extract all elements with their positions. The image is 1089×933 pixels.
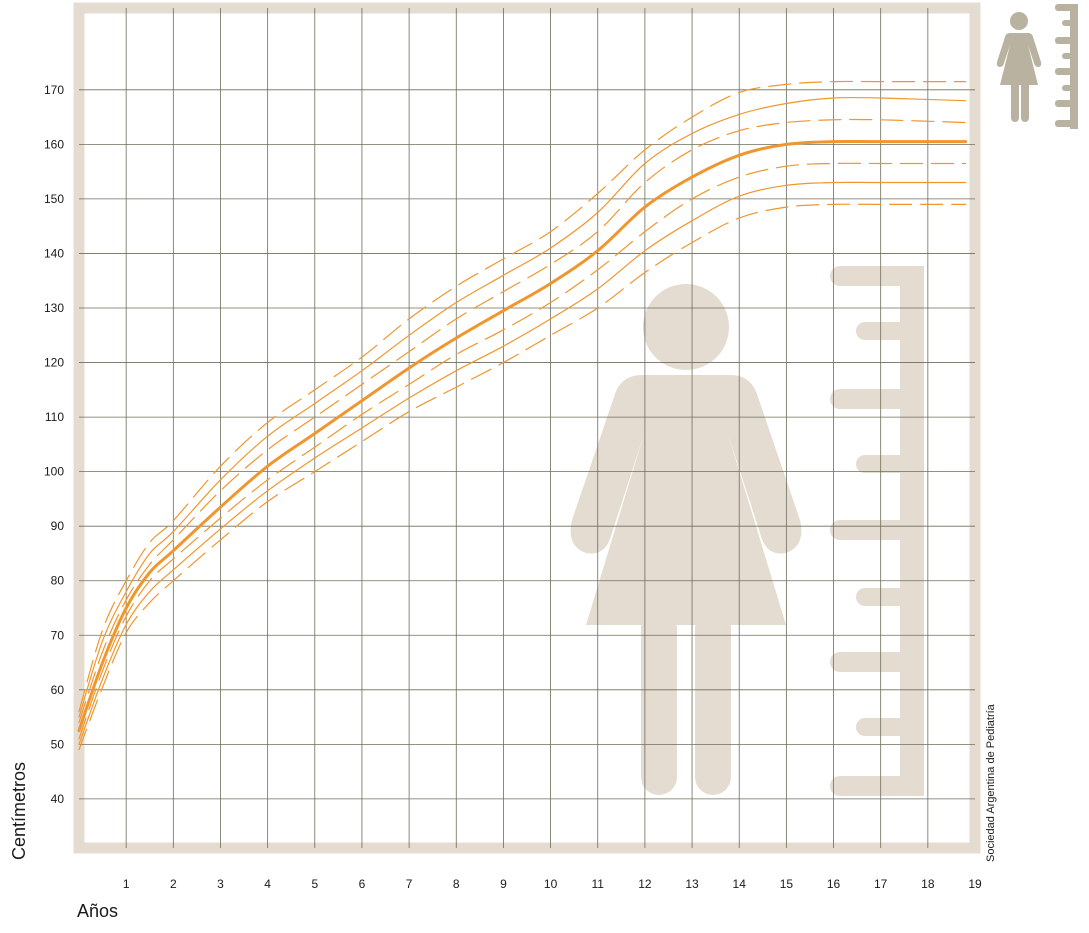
y-tick-label: 120 [44, 356, 64, 370]
x-tick-label: 19 [968, 877, 982, 891]
x-tick-labels: 1 2 3 4 5 6 7 8 9 10 11 12 13 14 15 16 17 18 19 [123, 877, 982, 891]
x-tick-label: 10 [544, 877, 558, 891]
y-tick-label: 80 [51, 574, 65, 588]
x-tick-label: 8 [453, 877, 460, 891]
x-tick-label: 7 [406, 877, 413, 891]
percentile-curve-5 [78, 162, 967, 740]
y-tick-label: 130 [44, 301, 64, 315]
girl-silhouette-icon [570, 284, 802, 795]
x-tick-label: 5 [311, 877, 318, 891]
y-tick-label: 50 [51, 737, 65, 751]
y-tick-label: 100 [44, 465, 64, 479]
x-tick-label: 6 [359, 877, 366, 891]
percentile-curve-7 [78, 203, 967, 751]
x-tick-label: 3 [217, 877, 224, 891]
x-tick-label: 18 [921, 877, 935, 891]
x-tick-label: 2 [170, 877, 177, 891]
percentile-curve-3 [78, 118, 967, 724]
credit-text: Sociedad Argentina de Pediatría [985, 703, 997, 862]
x-tick-label: 16 [827, 877, 841, 891]
y-tick-label: 170 [44, 83, 64, 97]
x-tick-label: 15 [780, 877, 794, 891]
small-girl-icon [996, 12, 1042, 122]
x-tick-label: 9 [500, 877, 507, 891]
y-tick-labels: 40 50 60 70 80 90 100 110 120 130 140 150 160 170 [44, 83, 64, 806]
small-ruler-icon [1055, 4, 1078, 129]
y-tick-label: 140 [44, 246, 64, 260]
y-tick-label: 150 [44, 192, 64, 206]
y-tick-label: 90 [51, 519, 65, 533]
x-tick-label: 17 [874, 877, 888, 891]
x-tick-label: 12 [638, 877, 652, 891]
percentile-curve-6 [78, 181, 967, 745]
plot-frame [73, 2, 981, 854]
percentile-curve-1 [78, 80, 967, 713]
y-tick-label: 70 [51, 628, 65, 642]
y-axis-title: Centímetros [9, 762, 29, 860]
y-tick-label: 110 [45, 410, 64, 424]
percentile-curves [77, 80, 968, 751]
x-tick-label: 13 [685, 877, 699, 891]
x-tick-label: 1 [123, 877, 130, 891]
percentile-curve-4 [77, 139, 968, 733]
x-tick-label: 4 [264, 877, 271, 891]
ruler-icon [830, 266, 924, 796]
x-tick-label: 14 [733, 877, 747, 891]
y-tick-label: 40 [51, 792, 65, 806]
x-axis-title: Años [77, 901, 118, 921]
y-tick-label: 160 [44, 137, 64, 151]
x-tick-label: 11 [592, 877, 605, 891]
grid-lines [79, 8, 975, 848]
percentile-curve-2 [78, 96, 967, 718]
y-tick-label: 60 [51, 683, 65, 697]
